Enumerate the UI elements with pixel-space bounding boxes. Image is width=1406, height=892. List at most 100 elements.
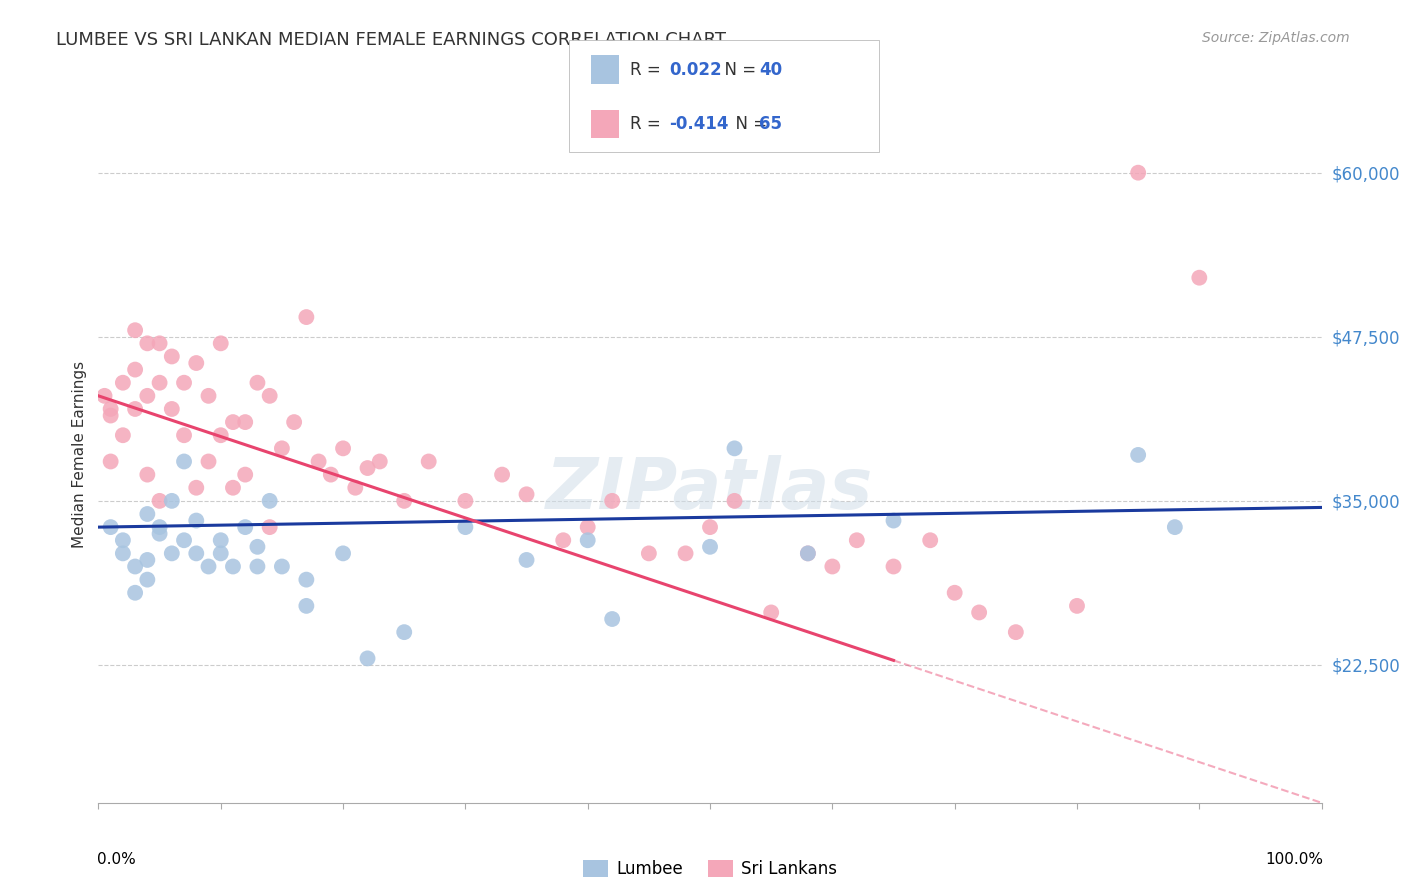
- Point: [136, 573, 159, 587]
- Point: [136, 336, 159, 351]
- Legend: Lumbee, Sri Lankans: Lumbee, Sri Lankans: [576, 854, 844, 885]
- Point: [332, 546, 354, 560]
- Point: [149, 376, 172, 390]
- Point: [197, 454, 219, 468]
- Point: [761, 606, 783, 620]
- Point: [553, 533, 575, 548]
- Text: LUMBEE VS SRI LANKAN MEDIAN FEMALE EARNINGS CORRELATION CHART: LUMBEE VS SRI LANKAN MEDIAN FEMALE EARNI…: [56, 31, 727, 49]
- Point: [344, 481, 367, 495]
- Point: [332, 442, 354, 456]
- Text: N =: N =: [714, 61, 762, 78]
- Point: [100, 401, 122, 416]
- Point: [259, 389, 281, 403]
- Point: [295, 599, 318, 613]
- Point: [283, 415, 305, 429]
- Point: [93, 389, 115, 403]
- Point: [111, 546, 134, 560]
- Point: [173, 454, 195, 468]
- Point: [454, 520, 477, 534]
- Point: [149, 336, 172, 351]
- Text: -0.414: -0.414: [669, 115, 728, 133]
- Point: [308, 454, 330, 468]
- Point: [637, 546, 661, 560]
- Point: [699, 540, 721, 554]
- Point: [233, 520, 256, 534]
- Point: [1128, 448, 1150, 462]
- Point: [356, 651, 378, 665]
- Point: [368, 454, 391, 468]
- Point: [124, 323, 146, 337]
- Point: [160, 401, 183, 416]
- Point: [515, 487, 537, 501]
- Point: [160, 350, 183, 364]
- Point: [136, 553, 159, 567]
- Point: [392, 494, 416, 508]
- Point: [209, 546, 232, 560]
- Point: [197, 389, 219, 403]
- Point: [186, 356, 208, 370]
- Point: [797, 546, 820, 560]
- Point: [491, 467, 513, 482]
- Point: [136, 507, 159, 521]
- Point: [883, 514, 905, 528]
- Point: [197, 559, 219, 574]
- Text: 100.0%: 100.0%: [1265, 852, 1323, 866]
- Point: [600, 494, 623, 508]
- Point: [821, 559, 844, 574]
- Point: [246, 559, 269, 574]
- Point: [111, 533, 134, 548]
- Point: [222, 559, 245, 574]
- Point: [222, 481, 245, 495]
- Point: [600, 612, 623, 626]
- Point: [186, 514, 208, 528]
- Point: [1128, 166, 1150, 180]
- Point: [967, 606, 990, 620]
- Point: [186, 481, 208, 495]
- Point: [675, 546, 697, 560]
- Text: 40: 40: [759, 61, 782, 78]
- Point: [124, 401, 146, 416]
- Point: [233, 415, 256, 429]
- Point: [723, 442, 745, 456]
- Point: [845, 533, 868, 548]
- Text: 65: 65: [759, 115, 782, 133]
- Point: [160, 546, 183, 560]
- Point: [173, 428, 195, 442]
- Point: [259, 520, 281, 534]
- Point: [270, 559, 294, 574]
- Point: [124, 362, 146, 376]
- Text: R =: R =: [630, 61, 666, 78]
- Point: [124, 586, 146, 600]
- Point: [149, 520, 172, 534]
- Y-axis label: Median Female Earnings: Median Female Earnings: [72, 361, 87, 549]
- Point: [209, 336, 232, 351]
- Text: 0.0%: 0.0%: [97, 852, 136, 866]
- Point: [246, 540, 269, 554]
- Point: [100, 520, 122, 534]
- Point: [515, 553, 537, 567]
- Point: [136, 389, 159, 403]
- Point: [883, 559, 905, 574]
- Point: [723, 494, 745, 508]
- Point: [209, 428, 232, 442]
- Text: Source: ZipAtlas.com: Source: ZipAtlas.com: [1202, 31, 1350, 45]
- Point: [295, 573, 318, 587]
- Point: [100, 409, 122, 423]
- Point: [233, 467, 256, 482]
- Point: [797, 546, 820, 560]
- Point: [319, 467, 342, 482]
- Point: [111, 376, 134, 390]
- Point: [356, 461, 378, 475]
- Point: [173, 376, 195, 390]
- Point: [943, 586, 966, 600]
- Point: [100, 454, 122, 468]
- Point: [186, 546, 208, 560]
- Point: [1188, 270, 1211, 285]
- Point: [1164, 520, 1187, 534]
- Point: [418, 454, 440, 468]
- Point: [1004, 625, 1026, 640]
- Point: [920, 533, 942, 548]
- Text: R =: R =: [630, 115, 666, 133]
- Point: [576, 520, 599, 534]
- Point: [124, 559, 146, 574]
